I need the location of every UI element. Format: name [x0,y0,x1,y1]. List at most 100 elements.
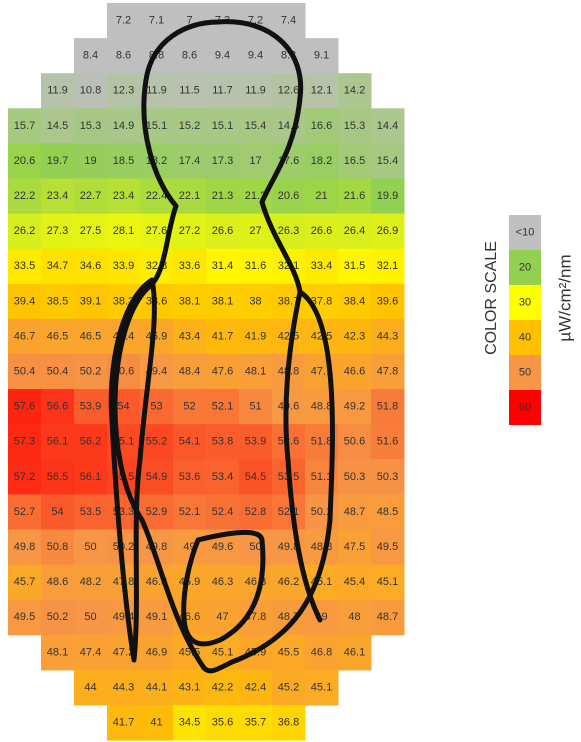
cell-label: 19.9 [377,190,398,202]
heatmap-cell [8,248,42,285]
cell-label: 9.4 [215,50,230,62]
heatmap-cell [107,73,141,109]
cell-label: 27 [249,225,261,237]
cell-label: 37.8 [311,295,332,307]
heatmap-cell [107,143,141,179]
heatmap-cell [239,705,273,741]
heatmap-cell [41,459,75,495]
heatmap-cell [8,459,42,495]
cell-label: 15.3 [344,120,365,132]
heatmap-cell [272,669,306,706]
heatmap-cell [8,564,42,601]
cell-label: 31.6 [245,260,266,272]
heatmap-cell [305,108,339,144]
cell-label: 48.7 [344,506,365,518]
heatmap-cell [140,669,174,706]
heatmap-cell [371,143,405,179]
heatmap-cell [206,178,240,215]
heatmap-cell [305,143,339,179]
cell-label: 22.7 [80,190,101,202]
heatmap-cell [206,459,240,495]
cell-label: 17.3 [212,155,233,167]
cell-label: 49.5 [377,541,398,553]
cell-label: 45.9 [179,576,200,588]
heatmap-cell [206,143,240,179]
heatmap-cell [107,669,141,706]
cell-label: 15.4 [377,155,398,167]
cell-label: 18.5 [113,155,134,167]
cell-label: 22.4 [146,190,167,202]
heatmap-cell [239,38,273,74]
cell-label: 10.8 [80,85,101,97]
heatmap-cell [305,669,339,706]
legend-swatch [509,250,541,285]
unit-label: µW/cm²/nm [555,254,574,341]
cell-label: 41.7 [113,716,134,728]
cell-label: 20.6 [278,190,299,202]
cell-label: 27.5 [80,225,101,237]
cell-label: 52.8 [245,506,266,518]
cell-label: 14.9 [113,120,134,132]
heatmap-cell [239,459,273,495]
cell-label: 56.2 [80,436,101,448]
heatmap-cell [206,354,240,390]
cell-label: 51.1 [311,471,332,483]
heatmap-cell [206,424,240,460]
heatmap-cell [371,459,405,495]
cell-label: 38.1 [212,295,233,307]
heatmap-cell [173,143,207,179]
heatmap-cell [173,494,207,530]
cell-label: 56.6 [47,401,68,413]
heatmap-cell [338,354,372,390]
legend-label: 60 [519,401,531,413]
cell-label: 7.2 [116,14,131,26]
silhouette-legs [181,529,266,647]
cell-label: 50 [84,541,96,553]
cell-label: 47.6 [212,365,233,377]
cell-label: 8.6 [116,50,131,62]
heatmap-cell [8,108,42,144]
cell-label: 50.2 [47,611,68,623]
heatmap-cell [206,248,240,285]
heatmap-cell [338,529,372,566]
cell-label: 7 [186,14,192,26]
heatmap-cell [338,564,372,601]
cell-label: 14.4 [377,120,398,132]
heatmap-cell [338,213,372,250]
heatmap-cell [173,318,207,355]
heatmap-cell [338,424,372,460]
heatmap-cell [41,564,75,601]
heatmap-cell [74,38,108,74]
heatmap-cell [41,494,75,530]
cell-label: 23.4 [113,190,134,202]
heatmap-cell [107,178,141,215]
heatmap-cell [8,529,42,566]
cell-label: 22.1 [179,190,200,202]
cell-label: 11.7 [212,85,233,97]
cell-label: 23.4 [47,190,68,202]
cell-label: 47.8 [377,365,398,377]
cell-label: 53.4 [212,471,233,483]
cell-label: 32.1 [377,260,398,272]
cell-label: 44.1 [146,681,167,693]
heatmap-cell [173,283,207,320]
cell-label: 52.1 [179,506,200,518]
heatmap-cell [272,494,306,530]
legend-label: 40 [519,331,531,343]
heatmap-cell [74,599,108,636]
heatmap-cell [371,178,405,215]
heatmap-cell [41,529,75,566]
cell-label: 38 [249,295,261,307]
cell-label: 50.1 [311,506,332,518]
cell-label: 48.4 [179,365,200,377]
heatmap-cell [272,178,306,215]
cell-label: 16.6 [311,120,332,132]
cell-label: 33.4 [311,260,332,272]
cell-label: 52.4 [212,506,233,518]
heatmap-cell [206,38,240,74]
heatmap-cell [74,73,108,109]
cell-label: 9.4 [248,50,263,62]
cell-label: 26.6 [212,225,233,237]
cell-label: 56.1 [80,471,101,483]
cell-label: 56.1 [47,436,68,448]
